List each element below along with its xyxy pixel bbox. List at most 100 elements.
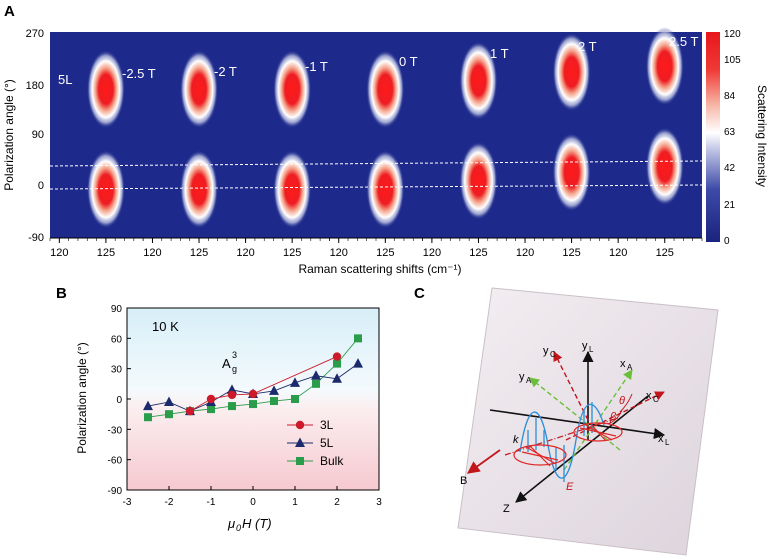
data-point-5l xyxy=(164,396,174,407)
panel-b-mode-label: A 3 g xyxy=(222,350,237,374)
data-point-bulk xyxy=(165,410,173,419)
panel-b-temp: 10 K xyxy=(152,319,179,334)
yA-label: y xyxy=(519,371,525,383)
x-tick-label: -2 xyxy=(165,497,174,508)
yL-sub: L xyxy=(589,345,594,354)
heatmap-peaks xyxy=(86,27,684,229)
y-tick-label: 0 xyxy=(116,395,122,406)
field-label: 2.5 T xyxy=(669,34,698,49)
sample-label: 5L xyxy=(58,72,72,87)
heatmap-peak xyxy=(86,150,125,229)
heatmap-peak xyxy=(86,50,125,129)
xC-axis xyxy=(565,391,665,441)
data-point-5l xyxy=(290,377,300,387)
colorbar-title: Scattering Intensity xyxy=(755,85,768,187)
heatmap-peak xyxy=(366,150,405,229)
colorbar-tick: 105 xyxy=(724,55,741,66)
field-label: -1 T xyxy=(305,59,328,74)
xL-label: x xyxy=(658,433,664,445)
panel-a-y-axis: 270 180 90 0 -90 xyxy=(26,28,44,244)
x-label-rest: H (T) xyxy=(242,516,272,531)
yC-label: y xyxy=(543,345,549,357)
panel-b-axes: -3 -2 -1 0 1 2 3 90 60 30 0 -30 -60 -90 xyxy=(108,304,383,508)
y-tick-label: 30 xyxy=(111,365,123,376)
x-tick-label: -1 xyxy=(207,497,216,508)
x-tick-label: 125 xyxy=(376,247,394,259)
heatmap-peak xyxy=(180,150,219,229)
xC-sub: C xyxy=(653,395,659,404)
colorbar-tick: 0 xyxy=(724,236,730,247)
x-tick-label: 2 xyxy=(334,497,340,508)
panel-a-x-ticks: 120 125 120 125 120 125 120 125 120 125 120 125 120 1… xyxy=(49,238,703,259)
xA-axis xyxy=(563,369,633,471)
data-point-3l xyxy=(248,389,258,399)
x-tick-label: 120 xyxy=(50,247,68,259)
y-tick-label: 60 xyxy=(111,334,123,345)
k-label: k xyxy=(513,434,519,446)
yL-label: y xyxy=(582,340,588,352)
y-tick-label: -90 xyxy=(28,232,44,244)
beta-arc xyxy=(607,409,623,425)
y-tick-label: -30 xyxy=(108,425,123,436)
field-label: 1 T xyxy=(490,46,509,61)
heatmap-peak xyxy=(273,50,312,129)
b-label: B xyxy=(460,475,467,487)
field-labels: 5L -2.5 T -2 T -1 T 0 T 1 T 2 T 2.5 T xyxy=(58,34,698,87)
x-tick-label: 125 xyxy=(562,247,580,259)
x-tick-label: 120 xyxy=(609,247,627,259)
z-label: Z xyxy=(503,503,510,515)
panel-a-x-label: Raman scattering shifts (cm⁻¹) xyxy=(298,262,461,276)
x-tick-label: 120 xyxy=(143,247,161,259)
x-tick-label: 120 xyxy=(236,247,254,259)
mode-label: A xyxy=(222,356,231,371)
yA-axis xyxy=(529,377,621,451)
b-field-arrow xyxy=(466,449,501,474)
heatmap-peak xyxy=(552,133,591,212)
theta-label: θ xyxy=(619,395,625,407)
heatmap-peak xyxy=(645,27,684,106)
heatmap-peak xyxy=(180,50,219,129)
data-point-5l xyxy=(332,373,342,383)
x-tick-label: 120 xyxy=(330,247,348,259)
y-tick-label: 0 xyxy=(38,180,44,192)
xA-sub: A xyxy=(627,363,633,372)
y-tick-label: 90 xyxy=(32,129,44,141)
xA-label: x xyxy=(620,358,626,370)
heatmap-peak xyxy=(645,127,684,206)
data-point-3l xyxy=(206,394,216,404)
xC-label: x xyxy=(646,390,652,402)
x-tick-label: 125 xyxy=(656,247,674,259)
x-tick-label: -3 xyxy=(123,497,132,508)
heatmap-peak xyxy=(552,33,591,112)
data-point-5l xyxy=(143,400,153,411)
data-point-bulk xyxy=(144,413,152,422)
colorbar-tick: 21 xyxy=(724,200,736,211)
panel-a-label: A xyxy=(4,3,15,20)
guide-line-upper xyxy=(49,160,703,167)
y-tick-label: 270 xyxy=(26,28,44,40)
x-label-sub: 0 xyxy=(236,523,241,533)
panel-c-diagram: y L y C y A x A x C x L Z B k E θ β xyxy=(457,287,719,556)
legend-label: 5L xyxy=(320,436,334,450)
x-tick-label: 120 xyxy=(423,247,441,259)
xL-sub: L xyxy=(665,438,670,447)
data-point-bulk xyxy=(207,405,215,414)
data-point-5l xyxy=(311,370,321,380)
panel-b-series xyxy=(143,334,363,422)
colorbar-tick: 63 xyxy=(724,127,736,138)
mode-label-sup: 3 xyxy=(232,350,237,360)
colorbar-ticks: 120 105 84 63 42 21 0 xyxy=(724,29,741,247)
y-tick-label: 90 xyxy=(111,304,123,315)
field-label: 0 T xyxy=(399,54,418,69)
colorbar xyxy=(706,32,720,242)
data-point-3l xyxy=(332,352,342,361)
red-wave xyxy=(513,422,623,467)
e-label: E xyxy=(566,481,574,493)
x-tick-label: 125 xyxy=(283,247,301,259)
xL-axis xyxy=(489,409,666,440)
field-label: 2 T xyxy=(578,39,597,54)
x-tick-label: 125 xyxy=(190,247,208,259)
data-point-3l xyxy=(227,390,237,400)
heatmap-peak xyxy=(459,41,498,120)
